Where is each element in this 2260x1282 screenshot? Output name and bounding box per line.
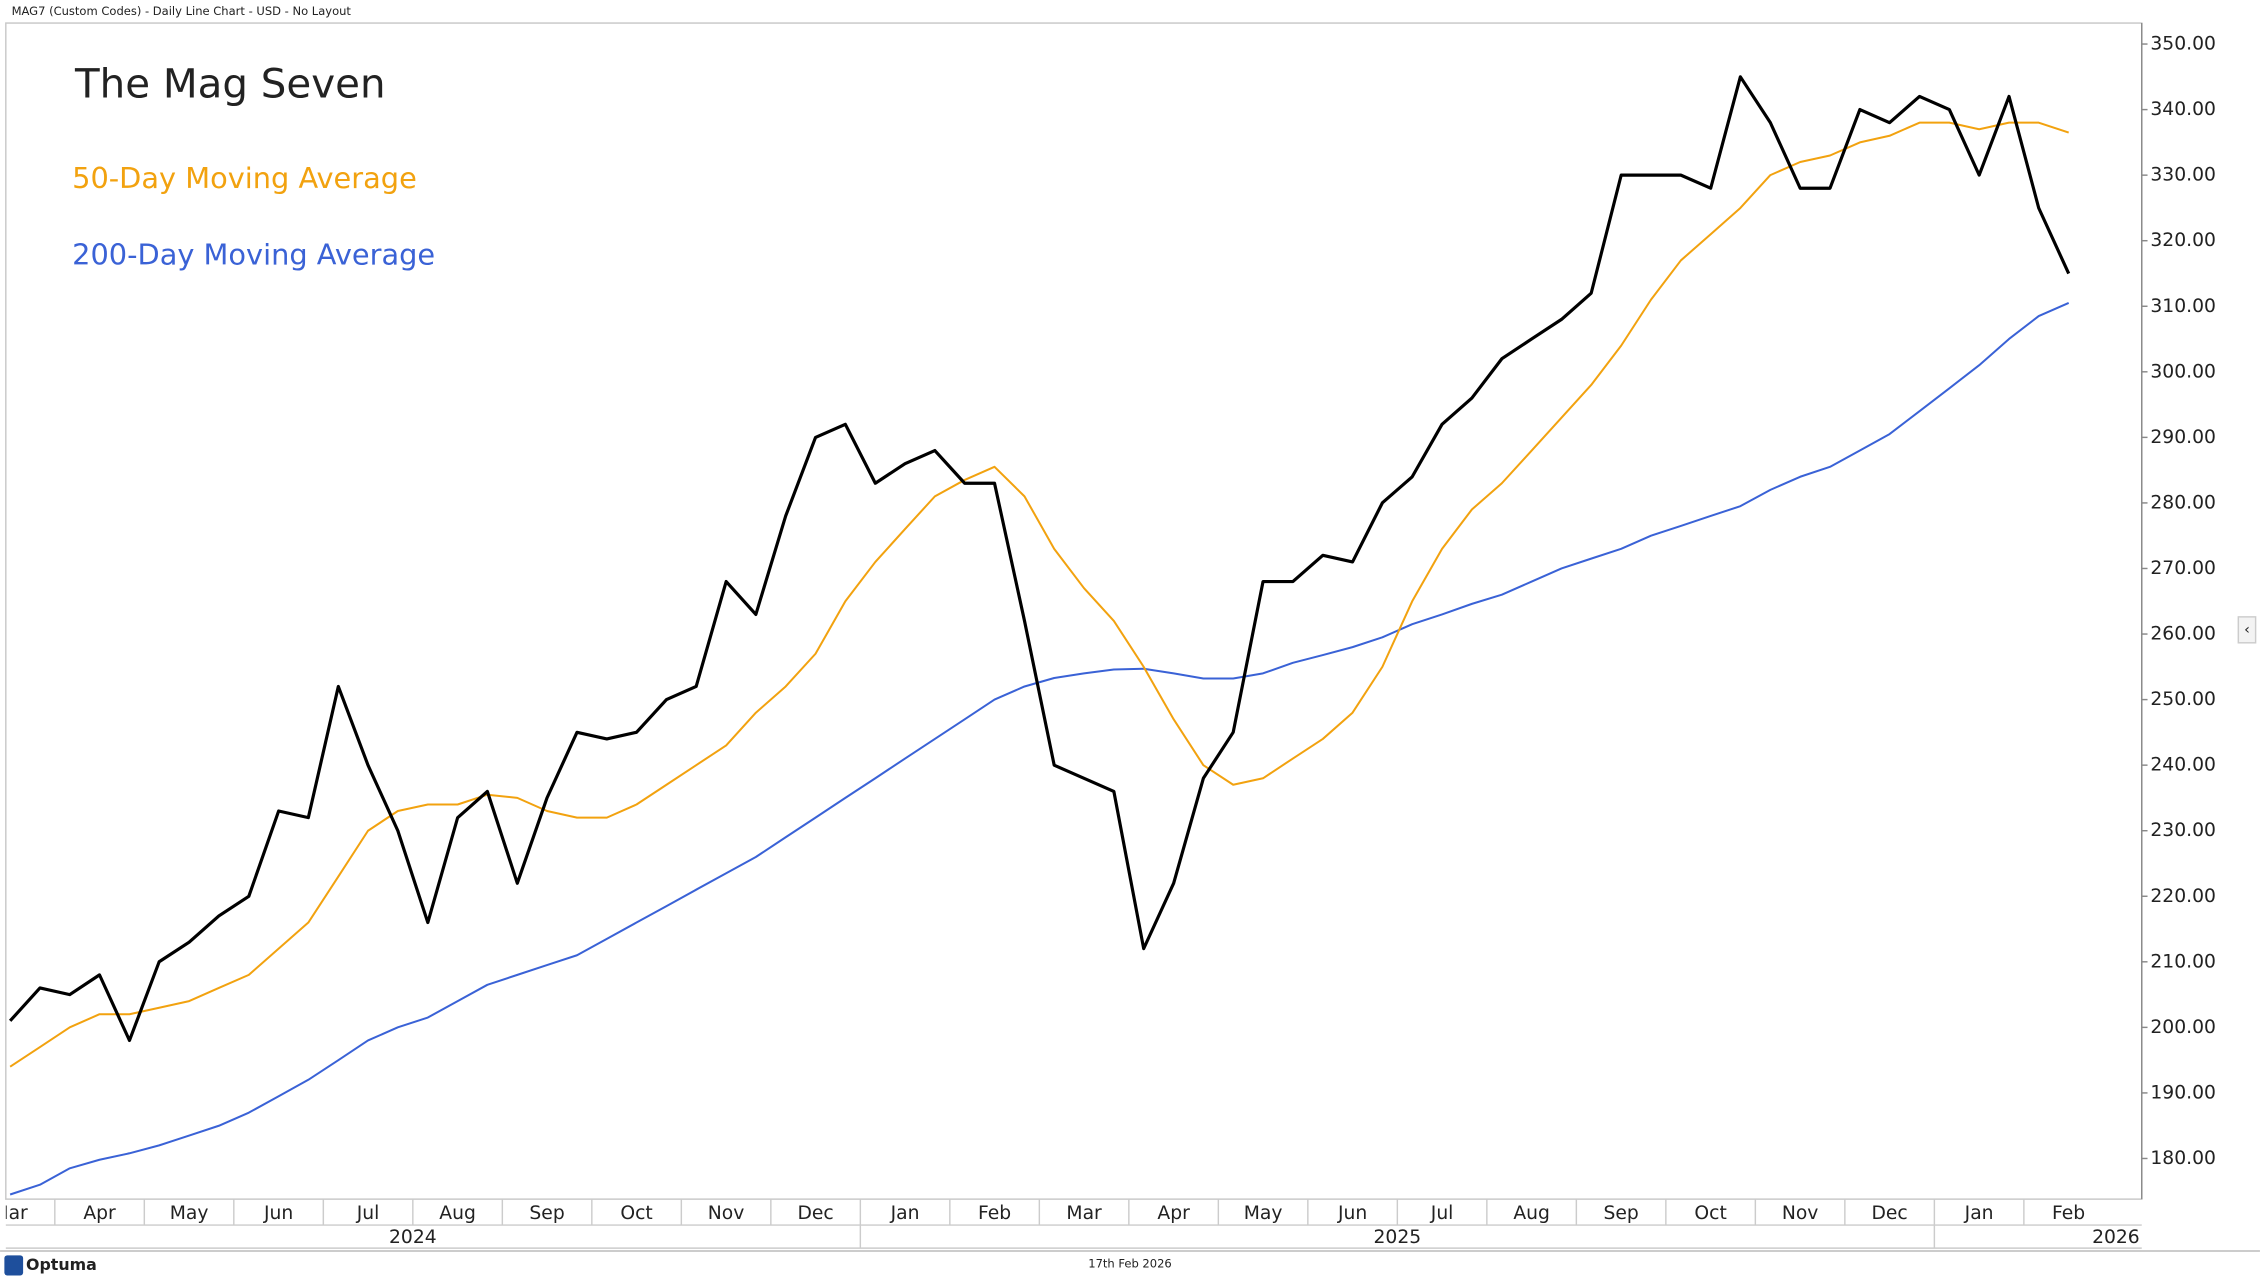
collapse-icon: ‹ bbox=[2244, 622, 2250, 638]
x-tick-label: Feb bbox=[2052, 1203, 2085, 1224]
x-tick-label: Dec bbox=[797, 1203, 833, 1224]
footer-date: 17th Feb 2026 bbox=[1088, 1256, 1171, 1270]
series-line bbox=[8, 75, 2071, 1043]
year-label: 2026 bbox=[2092, 1227, 2140, 1248]
collapse-button[interactable] bbox=[2237, 616, 2257, 644]
y-tick-label: 270.00 bbox=[2150, 558, 2216, 579]
y-tick-label: 240.00 bbox=[2150, 755, 2216, 776]
x-tick-label: Apr bbox=[1157, 1203, 1190, 1224]
x-tick-label: Feb bbox=[978, 1203, 1011, 1224]
x-tick-label: May bbox=[170, 1203, 209, 1224]
header: MAG7 (Custom Codes) - Daily Line Chart -… bbox=[12, 4, 352, 18]
y-tick-label: 320.00 bbox=[2150, 230, 2216, 251]
x-tick-label: Sep bbox=[529, 1203, 564, 1224]
x-tick-label: Aug bbox=[439, 1203, 476, 1224]
chart-title: The Mag Seven bbox=[74, 60, 386, 107]
x-tick-label: Jul bbox=[1430, 1203, 1454, 1224]
y-tick-label: 310.00 bbox=[2150, 296, 2216, 317]
series-line bbox=[9, 302, 2070, 1196]
x-tick-label: Jun bbox=[263, 1203, 293, 1224]
year-label: 2024 bbox=[389, 1227, 437, 1248]
legend-entry: 200-Day Moving Average bbox=[72, 238, 435, 272]
x-tick-label: Nov bbox=[708, 1203, 745, 1224]
x-tick-label: Mar bbox=[0, 1203, 28, 1224]
brand: Optuma bbox=[26, 1255, 97, 1274]
x-tick-label: Oct bbox=[1694, 1203, 1726, 1224]
x-axis: Mar Apr May Jun Jul Aug Sep Oct Nov Dec Jan Feb Mar A… bbox=[0, 1199, 2140, 1249]
y-tick-label: 300.00 bbox=[2150, 361, 2216, 382]
y-tick-label: 180.00 bbox=[2150, 1148, 2216, 1169]
y-tick-label: 280.00 bbox=[2150, 492, 2216, 513]
x-tick-label: Nov bbox=[1782, 1203, 1819, 1224]
y-tick-label: 350.00 bbox=[2150, 34, 2216, 55]
x-tick-label: Sep bbox=[1603, 1203, 1638, 1224]
legend-entry: 50-Day Moving Average bbox=[72, 161, 417, 195]
x-tick-label: Jan bbox=[890, 1203, 920, 1224]
x-tick-label: Oct bbox=[620, 1203, 652, 1224]
y-tick-label: 290.00 bbox=[2150, 427, 2216, 448]
x-tick-label: Mar bbox=[1066, 1203, 1102, 1224]
y-tick-label: 230.00 bbox=[2150, 820, 2216, 841]
y-tick-label: 190.00 bbox=[2150, 1082, 2216, 1103]
x-tick-label: May bbox=[1244, 1203, 1283, 1224]
x-tick-label: Jan bbox=[1964, 1203, 1994, 1224]
x-tick-label: Jun bbox=[1337, 1203, 1367, 1224]
x-tick-label: Dec bbox=[1871, 1203, 1907, 1224]
y-tick-label: 250.00 bbox=[2150, 689, 2216, 710]
y-tick-label: 340.00 bbox=[2150, 99, 2216, 120]
series-line bbox=[9, 121, 2070, 1068]
y-tick-label: 330.00 bbox=[2150, 165, 2216, 186]
logo-icon bbox=[4, 1255, 24, 1276]
y-tick-label: 200.00 bbox=[2150, 1017, 2216, 1038]
x-tick-label: Aug bbox=[1513, 1203, 1550, 1224]
x-tick-label: Apr bbox=[83, 1203, 116, 1224]
y-tick-label: 260.00 bbox=[2150, 624, 2216, 645]
year-label: 2025 bbox=[1374, 1227, 1422, 1248]
y-tick-label: 220.00 bbox=[2150, 886, 2216, 907]
x-tick-label: Jul bbox=[356, 1203, 380, 1224]
plot bbox=[8, 75, 2071, 1196]
y-tick-label: 210.00 bbox=[2150, 951, 2216, 972]
